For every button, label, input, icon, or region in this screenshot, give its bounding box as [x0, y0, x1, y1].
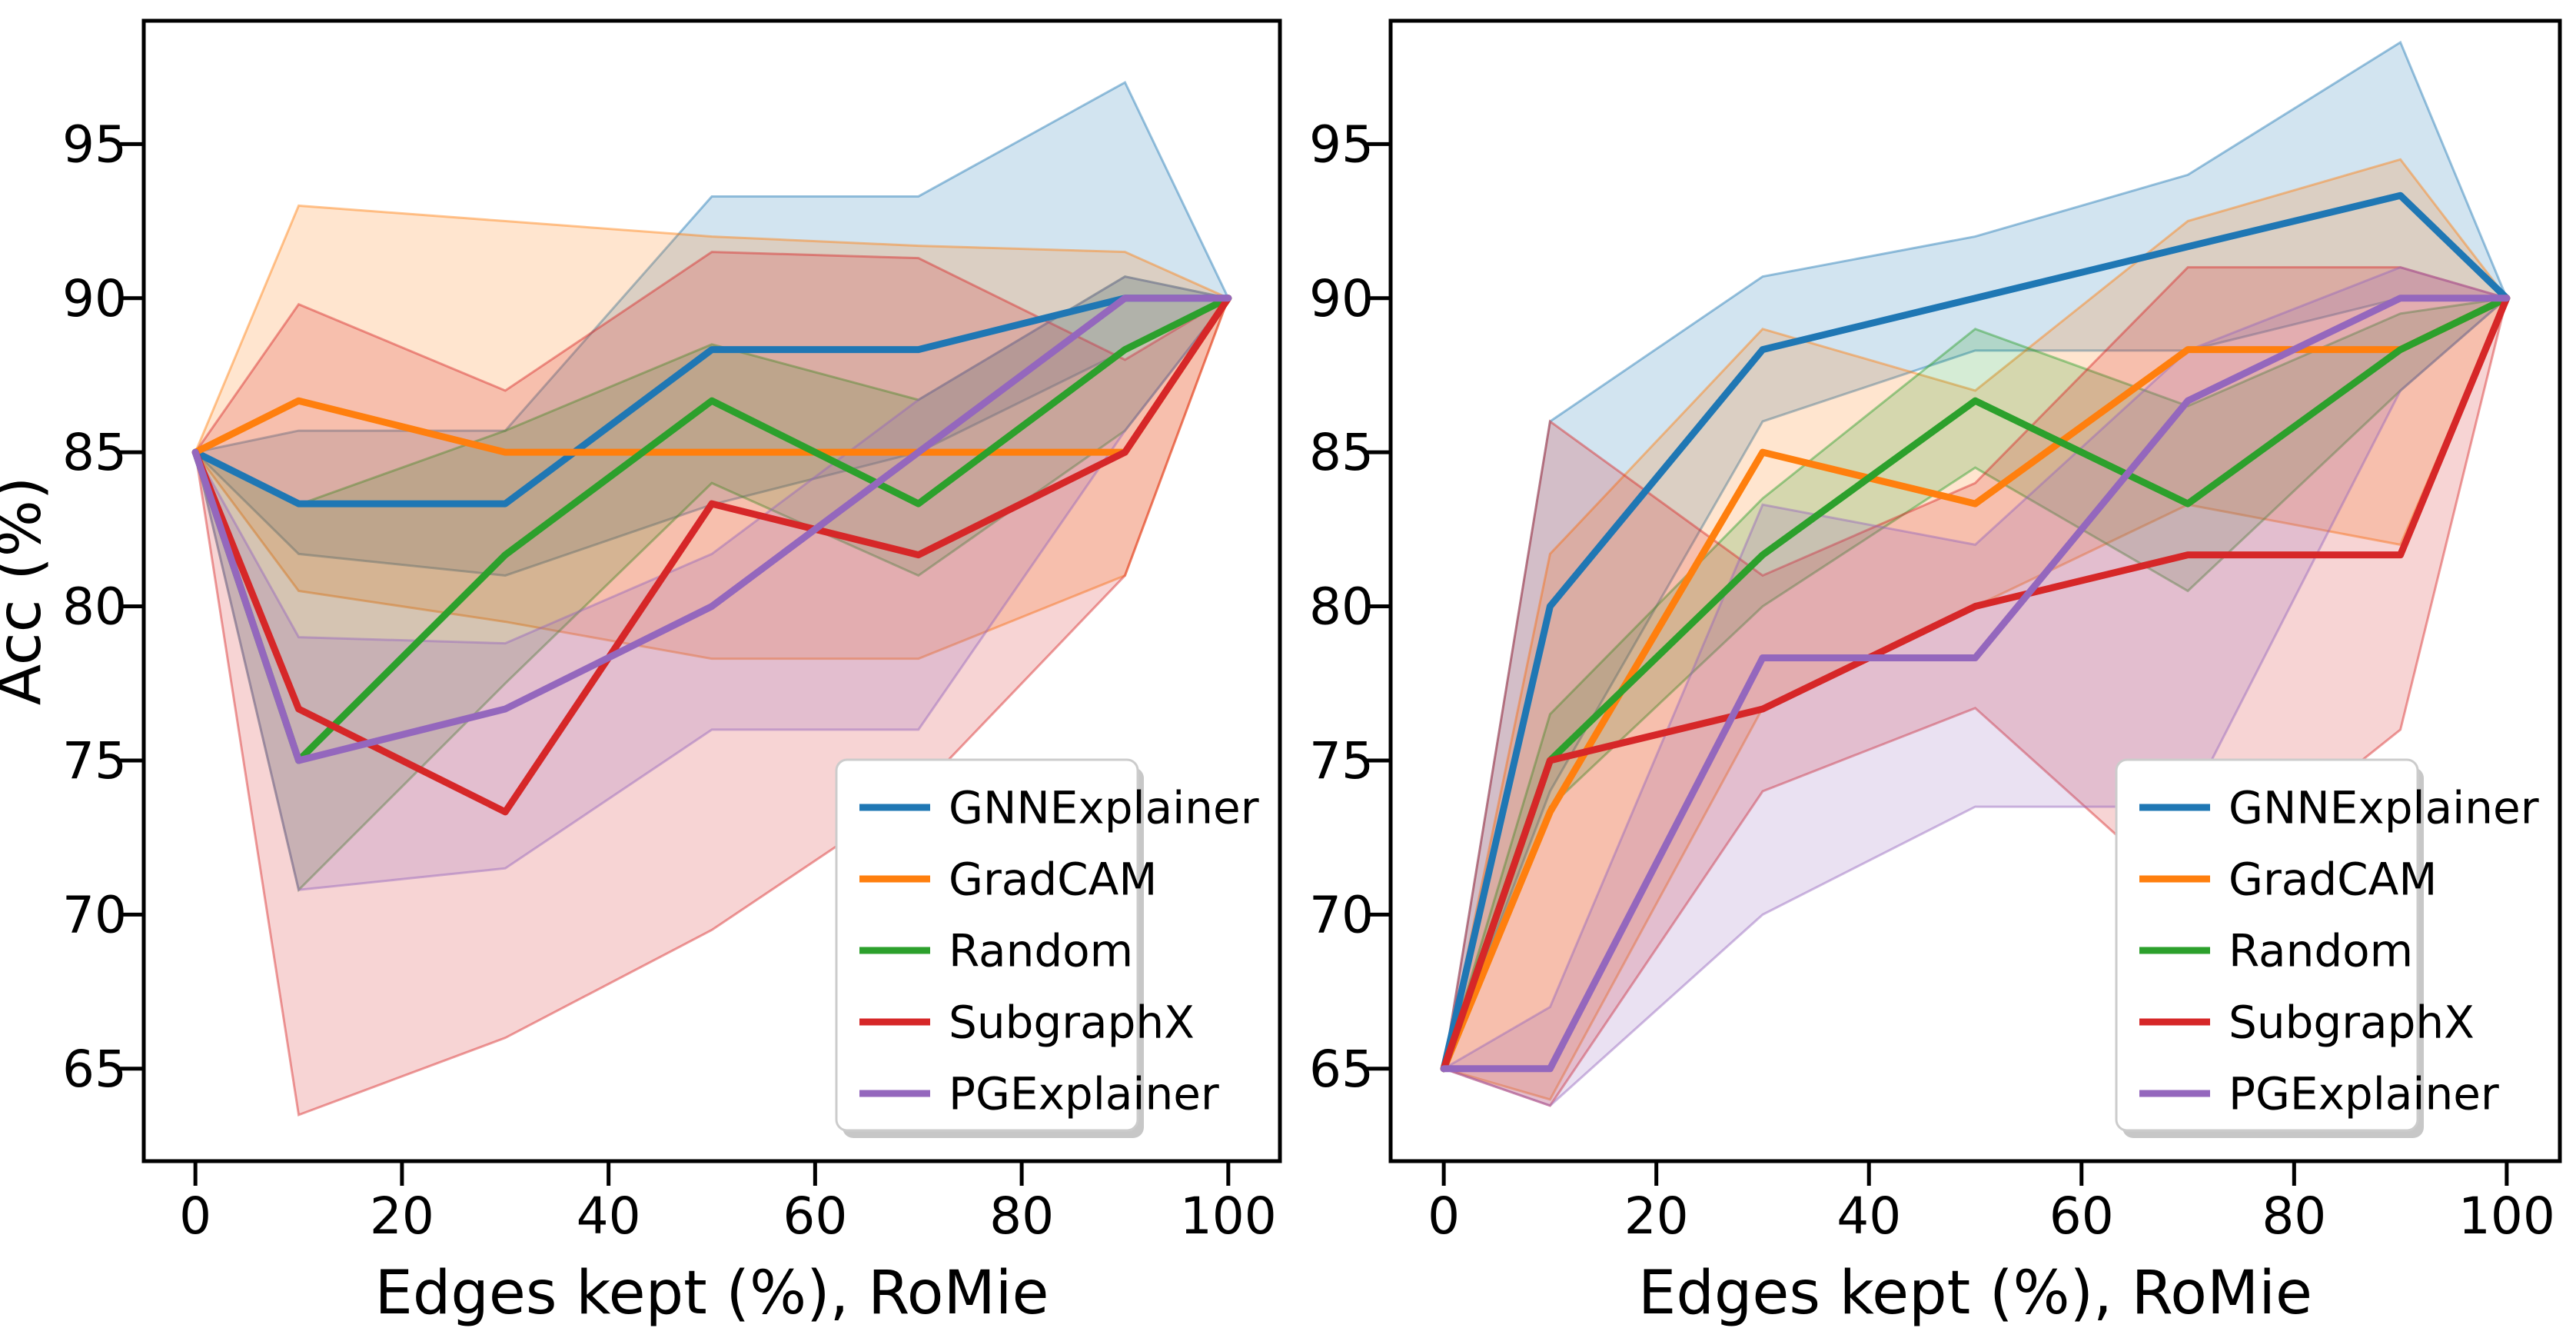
legend-item-gradcam: GradCAM [859, 853, 1157, 905]
gnnexplainer-band-upper-edge [194, 81, 1230, 454]
legend-label: GradCAM [949, 853, 1157, 905]
y-tick-label: 80 [62, 577, 127, 637]
legend-item-random: Random [2139, 924, 2413, 977]
legend-item-pgexplainer: PGExplainer [859, 1067, 1219, 1120]
x-tick-label: 0 [179, 1187, 211, 1246]
y-tick-label: 80 [1309, 577, 1374, 637]
y-tick-label: 85 [62, 423, 127, 482]
pgexplainer-confidence-band [1444, 267, 2507, 1106]
subgraphx-band-lower-edge [194, 298, 1230, 1117]
legend-label: GNNExplainer [949, 781, 1259, 834]
x-tick-label: 20 [1624, 1187, 1689, 1246]
gnnexplainer-confidence-band [195, 82, 1228, 576]
legend-item-gnnexplainer: GNNExplainer [2139, 781, 2539, 834]
pgexplainer-confidence-band [195, 276, 1228, 890]
y-tick-label: 70 [62, 885, 127, 944]
y-tick-label: 70 [1309, 885, 1374, 944]
legend-item-pgexplainer: PGExplainer [2139, 1067, 2499, 1120]
legend: GNNExplainer GradCAM Random SubgraphX PGExpl… [2115, 758, 2539, 1138]
axes-spines [1388, 18, 2562, 1163]
legend-box [2115, 758, 2419, 1132]
y-tick-label: 85 [1309, 423, 1374, 482]
y-tick-label: 95 [62, 115, 127, 174]
random-confidence-band [195, 276, 1228, 890]
x-axis-label: Edges kept (%), RoMie [375, 1259, 1049, 1328]
subgraphx-band-lower-edge [1443, 298, 2508, 1107]
legend-item-random: Random [859, 924, 1133, 977]
legend-label: Random [949, 924, 1133, 977]
subgraphx-line [1440, 295, 2511, 1073]
legend-label: PGExplainer [2229, 1067, 2499, 1120]
x-tick-label: 60 [2049, 1187, 2114, 1246]
x-tick-label: 100 [1180, 1187, 1277, 1246]
pgexplainer-line [191, 295, 1232, 764]
gradcam-band-upper-edge [194, 204, 1229, 453]
subgraphx-confidence-band [1444, 267, 2507, 1106]
subgraphx-line [191, 295, 1232, 816]
legend-label: Random [2229, 924, 2413, 977]
x-tick-label: 40 [1836, 1187, 1901, 1246]
axes-spines [141, 18, 1282, 1163]
y-tick-label: 65 [1309, 1040, 1374, 1099]
y-tick-label: 65 [62, 1040, 127, 1099]
x-axis-label: Edges kept (%), RoMie [1638, 1259, 2312, 1328]
gnnexplainer-band-upper-edge [1442, 40, 2508, 1069]
x-tick-label: 80 [989, 1187, 1054, 1246]
pgexplainer-band-lower-edge [1443, 297, 2508, 1107]
y-tick-label: 75 [1309, 731, 1374, 790]
x-tick-label: 80 [2262, 1187, 2326, 1246]
legend-box [835, 758, 1139, 1132]
x-tick-label: 40 [577, 1187, 641, 1246]
legend-item-gradcam: GradCAM [2139, 853, 2437, 905]
legend-item-subgraphx: SubgraphX [2139, 996, 2475, 1048]
y-axis-label: Acc (%) [0, 477, 55, 706]
gradcam-band-upper-edge [1442, 158, 2508, 1070]
gradcam-confidence-band [195, 205, 1228, 659]
left-panel: 0 20 40 60 80 100 65 70 75 80 85 90 95 Edges kept (%)… [0, 18, 1282, 1328]
gnnexplainer-line [1440, 191, 2511, 1073]
y-tick-label: 95 [1309, 115, 1374, 174]
subgraphx-band-upper-edge [1442, 266, 2508, 1069]
legend: GNNExplainer GradCAM Random SubgraphX PGExpl… [835, 758, 1259, 1138]
gradcam-confidence-band [1444, 159, 2507, 1100]
legend-label: GNNExplainer [2229, 781, 2539, 834]
legend-label: SubgraphX [2229, 996, 2475, 1048]
random-confidence-band [1444, 298, 2507, 1069]
right-panel: 0 20 40 60 80 100 65 70 75 80 85 90 95 Edges kept (%)… [1309, 18, 2562, 1328]
random-band-lower-edge [194, 297, 1230, 893]
legend-label: SubgraphX [949, 996, 1195, 1048]
legend-item-subgraphx: SubgraphX [859, 996, 1195, 1048]
x-tick-label: 0 [1428, 1187, 1460, 1246]
legend-label: PGExplainer [949, 1067, 1219, 1120]
pgexplainer-band-upper-edge [1443, 266, 2508, 1070]
x-tick-label: 60 [783, 1187, 847, 1246]
y-tick-label: 90 [1309, 269, 1374, 328]
legend-item-gnnexplainer: GNNExplainer [859, 781, 1259, 834]
gradcam-band-lower-edge [194, 298, 1230, 661]
pgexplainer-band-upper-edge [194, 275, 1229, 645]
legend-label: GradCAM [2229, 853, 2437, 905]
y-tick-label: 75 [62, 731, 127, 790]
y-tick-label: 90 [62, 269, 127, 328]
x-tick-label: 20 [370, 1187, 434, 1246]
random-band-upper-edge [1442, 297, 2508, 1070]
subgraphx-band-upper-edge [194, 251, 1229, 453]
x-tick-label: 100 [2458, 1187, 2555, 1246]
pgexplainer-band-lower-edge [194, 297, 1230, 891]
pgexplainer-line [1440, 295, 2511, 1073]
gnnexplainer-confidence-band [1444, 42, 2507, 1069]
